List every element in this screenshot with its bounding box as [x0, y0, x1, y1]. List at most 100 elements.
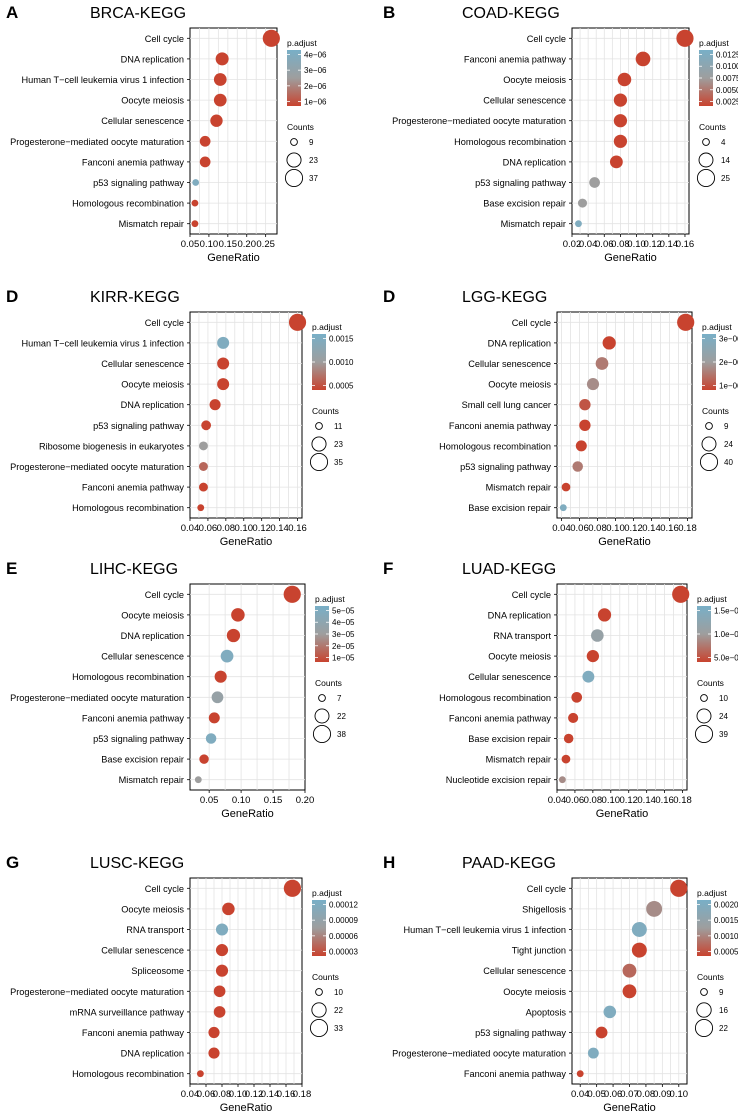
data-point	[609, 155, 623, 169]
data-point	[676, 29, 694, 47]
category-label: Progesterone−mediated oocyte maturation	[10, 987, 184, 997]
category-label: Oocyte meiosis	[121, 610, 184, 620]
category-label: Ribosome biogenesis in eukaryotes	[39, 441, 184, 451]
size-legend-key	[311, 436, 327, 452]
category-label: Cell cycle	[145, 318, 184, 328]
category-label: Mismatch repair	[486, 483, 551, 493]
x-tick-label: 0.06	[570, 523, 589, 534]
data-point	[231, 608, 245, 622]
chart-title: LUSC-KEGG	[90, 855, 184, 872]
color-legend-bar	[312, 900, 326, 956]
x-tick-label: 0.12	[619, 795, 638, 806]
x-tick-label: 0.12	[245, 1089, 264, 1100]
color-legend-title: p.adjust	[702, 322, 732, 332]
data-point	[222, 902, 235, 916]
data-point	[613, 134, 628, 148]
data-point	[215, 964, 229, 977]
category-label: Small cell lung cancer	[462, 400, 551, 410]
chart-title: COAD-KEGG	[462, 5, 560, 22]
category-label: Base excision repair	[483, 199, 566, 209]
category-label: DNA replication	[488, 338, 551, 348]
category-label: Apoptosis	[526, 1007, 567, 1017]
data-point	[197, 1070, 204, 1078]
category-label: p53 signaling pathway	[93, 421, 184, 431]
data-point	[208, 1047, 220, 1059]
data-point	[575, 440, 587, 452]
data-point	[208, 1026, 220, 1039]
size-legend-label: 24	[724, 440, 733, 449]
size-legend-label: 22	[719, 1024, 728, 1033]
chart-title: LIHC-KEGG	[90, 561, 178, 578]
color-legend-label: 0.0075	[716, 74, 738, 83]
x-tick-label: 0.06	[199, 523, 218, 534]
size-legend-key	[309, 452, 329, 472]
category-label: Cellular senescence	[483, 966, 566, 976]
color-legend-label: 3e−05	[332, 630, 355, 639]
category-label: Base excision repair	[468, 503, 551, 513]
color-legend-label: 0.00012	[329, 900, 358, 909]
data-point	[199, 135, 211, 147]
color-legend-label: 4e−05	[332, 618, 355, 627]
size-legend-title: Counts	[697, 678, 724, 688]
x-tick-label: 0.10	[200, 239, 219, 250]
size-legend-key	[696, 1002, 712, 1018]
x-tick-label: 0.08	[611, 239, 630, 250]
plot-area	[571, 27, 690, 235]
category-label: Cellular senescence	[101, 116, 184, 126]
size-legend-key	[309, 1018, 329, 1038]
size-legend-label: 7	[337, 694, 342, 703]
data-point	[582, 670, 595, 683]
x-tick-label: 0.07	[620, 1089, 639, 1100]
color-legend-label: 2e−06	[719, 358, 738, 367]
x-tick-label: 0.20	[237, 239, 256, 250]
data-point	[198, 482, 208, 492]
x-tick-label: 0.16	[655, 795, 674, 806]
data-point	[613, 93, 628, 107]
x-tick-label: 0.14	[660, 239, 679, 250]
category-label: Fanconi anemia pathway	[464, 1069, 567, 1079]
category-label: RNA transport	[126, 925, 184, 935]
x-axis-label: GeneRatio	[220, 536, 273, 548]
data-point	[558, 776, 566, 784]
data-point	[288, 313, 307, 331]
data-point	[198, 462, 208, 471]
x-tick-label: 0.05	[587, 1089, 606, 1100]
size-legend-label: 33	[334, 1024, 343, 1033]
color-legend-title: p.adjust	[697, 888, 727, 898]
x-tick-label: 0.04	[181, 1089, 200, 1100]
data-point	[563, 733, 574, 744]
data-point	[191, 199, 199, 207]
data-point	[631, 922, 647, 937]
size-legend-key	[694, 724, 714, 744]
data-point	[591, 629, 604, 642]
chart-title: PAAD-KEGG	[462, 855, 556, 872]
color-legend-label: 2e−06	[304, 82, 327, 91]
color-legend-label: 0.0125	[716, 50, 738, 59]
color-legend-bar	[699, 50, 713, 106]
category-label: Homologous recombination	[72, 503, 184, 513]
x-tick-label: 0.15	[219, 239, 238, 250]
data-point	[283, 879, 301, 897]
x-axis-label: GeneRatio	[207, 252, 260, 264]
color-legend-label: 0.0010	[329, 358, 354, 367]
x-tick-label: 0.06	[197, 1089, 216, 1100]
x-tick-label: 0.10	[235, 523, 254, 534]
data-point	[213, 93, 227, 107]
x-tick-label: 0.14	[642, 523, 661, 534]
size-legend-title: Counts	[697, 972, 724, 982]
chart-title: LUAD-KEGG	[462, 561, 556, 578]
category-label: Progesterone−mediated oocyte maturation	[392, 1049, 566, 1059]
category-label: Homologous recombination	[72, 1069, 184, 1079]
size-legend-key	[700, 694, 708, 702]
category-label: Cellular senescence	[468, 672, 551, 682]
size-legend-key	[705, 422, 713, 430]
x-tick-label: 0.16	[660, 523, 679, 534]
data-point	[205, 733, 217, 744]
category-label: Mismatch repair	[501, 219, 566, 229]
size-legend-key	[696, 708, 712, 724]
color-legend-label: 0.00006	[329, 932, 358, 941]
plot-area	[189, 27, 278, 235]
category-label: Oocyte meiosis	[503, 987, 566, 997]
x-tick-label: 0.04	[552, 523, 571, 534]
